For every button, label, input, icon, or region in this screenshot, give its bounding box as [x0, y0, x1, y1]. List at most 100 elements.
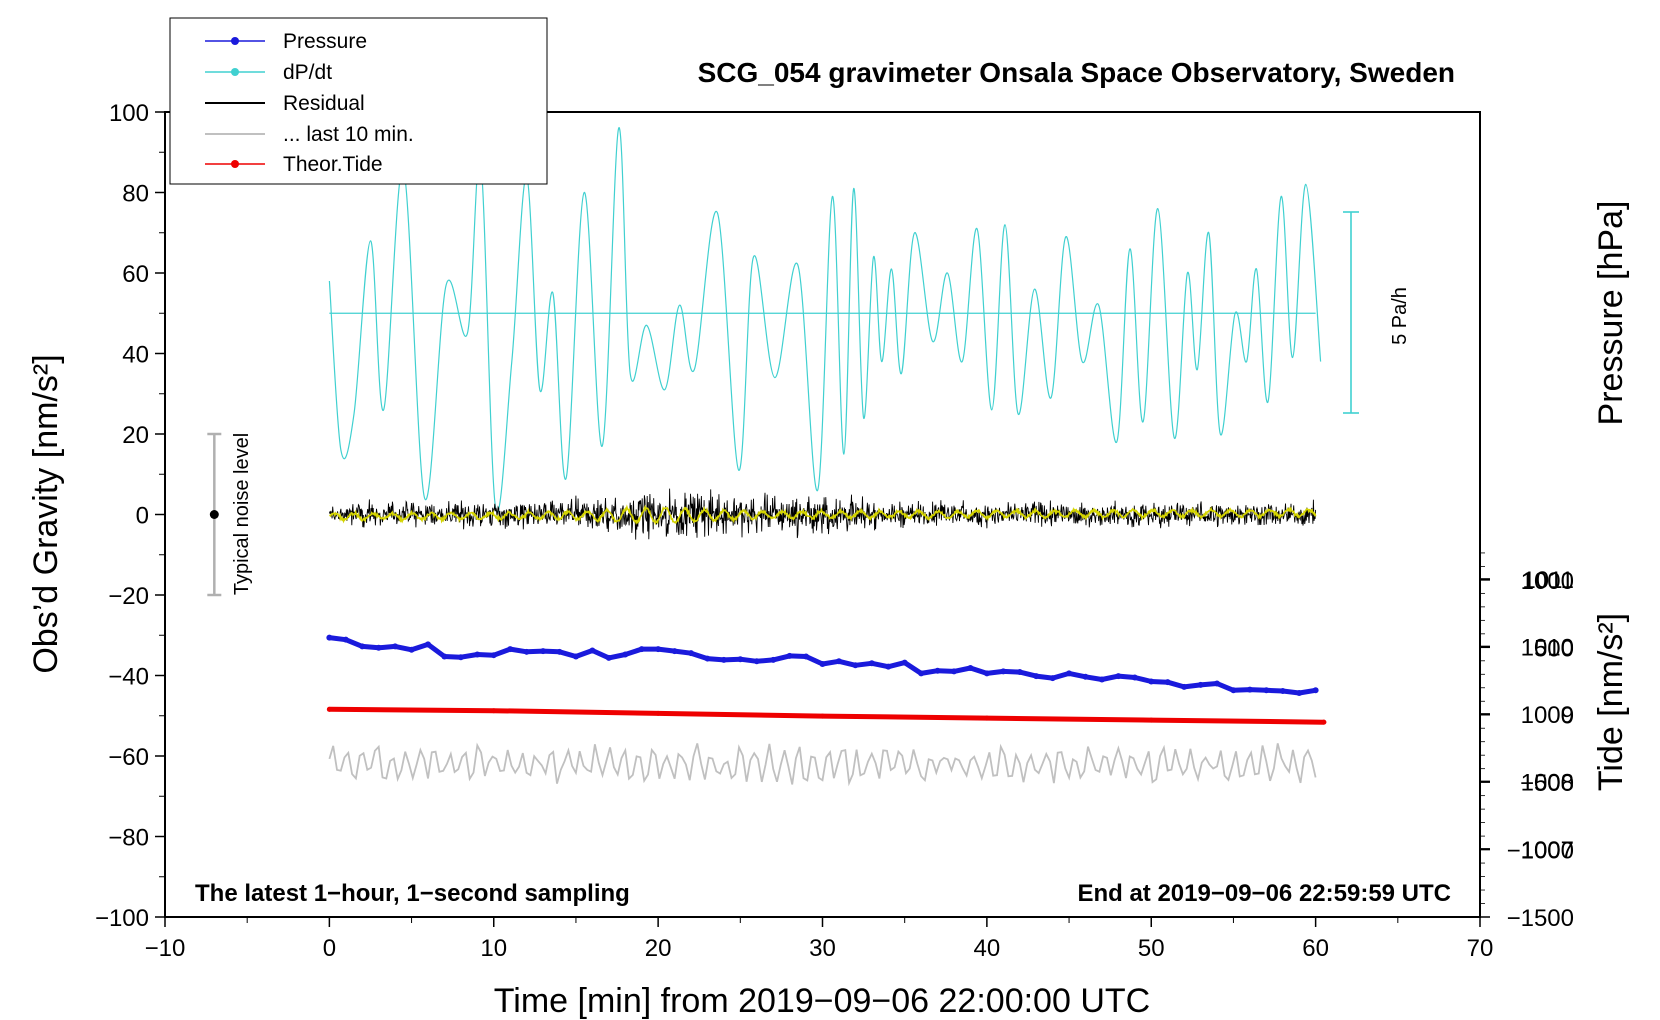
pressure-tick-label: 1010 — [1521, 634, 1574, 661]
pressure-point — [770, 656, 777, 663]
pressure-point — [490, 652, 497, 659]
pressure-point — [441, 653, 448, 660]
y-axis-title: Obs’d Gravity [nm/s²] — [27, 354, 65, 673]
tide-tick-label: −1000 — [1507, 838, 1574, 865]
pressure-point — [540, 648, 547, 655]
legend: Pressure dP/dt Residual ... last 10 min.… — [169, 17, 548, 185]
legend-entry-pressure: Pressure — [205, 30, 367, 53]
pressure-tick-label: 1011 — [1522, 567, 1574, 594]
pressure-point — [392, 643, 399, 650]
pressure-point — [951, 668, 957, 675]
tide-tick-label: −1500 — [1507, 905, 1574, 932]
pressure-point — [737, 656, 744, 663]
pressure-series — [326, 634, 1319, 696]
pressure-point — [934, 667, 941, 674]
noise-level-bar — [207, 432, 222, 597]
legend-entry-dpdt: dP/dt — [205, 61, 332, 84]
y-tick-label: 20 — [122, 422, 149, 449]
pressure-point — [835, 658, 842, 665]
dpdt-series — [328, 127, 1322, 513]
end-time-note: End at 2019−09−06 22:59:59 UTC — [1077, 880, 1451, 907]
pressure-point — [375, 644, 382, 651]
tide-point — [984, 715, 990, 721]
legend-entry-residual: Residual — [205, 92, 365, 115]
pressure-point — [1296, 689, 1303, 696]
pressure-point — [852, 662, 859, 669]
legend-box — [169, 17, 548, 185]
residual-smoothed-line — [329, 504, 1317, 526]
y-tick-label: 60 — [122, 261, 149, 288]
pressure-point — [967, 665, 974, 672]
pressure-point — [408, 646, 415, 653]
y-axis-left: 100 80 60 40 20 0 −20 −40 −60 −80 −100 — [95, 100, 165, 932]
noise-level-label: Typical noise level — [231, 433, 253, 595]
tide-point — [491, 708, 497, 714]
tide-point — [655, 710, 661, 716]
pressure-point — [1033, 673, 1040, 680]
tide-point — [1321, 719, 1327, 725]
pressure-point — [671, 648, 678, 655]
pressure-point — [868, 660, 875, 667]
pressure-point — [1246, 686, 1253, 693]
pressure-point — [1230, 687, 1237, 694]
pressure-point — [901, 659, 908, 666]
pressure-point — [885, 663, 892, 670]
y-tick-label: −20 — [108, 583, 149, 610]
tide-axis-title: Tide [nm/s²] — [1592, 613, 1630, 791]
y-tick-label: −60 — [108, 744, 149, 771]
svg-text:dP/dt: dP/dt — [283, 61, 332, 84]
x-tick-label: 10 — [480, 935, 507, 962]
y-tick-label: 100 — [109, 100, 149, 127]
x-tick-label: 50 — [1138, 935, 1165, 962]
tide-point — [326, 706, 332, 712]
pressure-point — [1214, 680, 1220, 687]
pressure-point — [589, 647, 596, 654]
theoretical-tide-series — [326, 706, 1327, 725]
pressure-point — [1279, 687, 1286, 694]
pressure-point — [1131, 674, 1138, 681]
pressure-tick-label: 1007 — [1521, 837, 1574, 864]
pressure-point — [819, 660, 826, 667]
residual-line — [328, 488, 1317, 540]
pressure-tick-label: 1009 — [1521, 702, 1574, 729]
pressure-point — [342, 636, 349, 643]
x-tick-label: 70 — [1467, 935, 1494, 962]
pressure-point — [326, 634, 333, 641]
x-tick-label: 60 — [1302, 935, 1329, 962]
last-10-min-line — [328, 742, 1317, 787]
pressure-point — [1115, 673, 1122, 680]
chart-title: SCG_054 gravimeter Onsala Space Observat… — [698, 57, 1455, 88]
pressure-point — [1016, 669, 1023, 676]
pressure-point — [622, 651, 629, 658]
tide-point — [820, 713, 825, 719]
y-tick-label: 80 — [122, 181, 149, 208]
pressure-point — [1082, 673, 1089, 680]
tide-tick-label: 1000 — [1521, 568, 1574, 595]
plot-area — [326, 127, 1327, 787]
legend-entry-last-10-min: ... last 10 min. — [205, 123, 414, 146]
svg-text:Pressure: Pressure — [283, 30, 367, 53]
pressure-point — [704, 655, 711, 662]
pressure-point — [507, 646, 514, 653]
pressure-point — [474, 651, 481, 658]
pressure-point — [1148, 678, 1155, 685]
y-tick-label: 0 — [136, 503, 149, 530]
residual-series — [328, 488, 1317, 540]
sampling-note: The latest 1−hour, 1−second sampling — [195, 880, 630, 907]
x-axis: −10 0 10 20 30 40 50 60 70 — [145, 917, 1494, 962]
pressure-point — [457, 654, 464, 661]
x-tick-label: 20 — [645, 935, 672, 962]
pressure-axis-title: Pressure [hPa] — [1592, 201, 1630, 426]
pressure-point — [786, 652, 793, 659]
tide-axis: 1000 500 0 −500 −1000 −1500 — [1480, 552, 1574, 932]
pressure-point — [523, 648, 530, 655]
x-tick-label: −10 — [145, 935, 186, 962]
svg-text:Theor.Tide: Theor.Tide — [283, 153, 383, 176]
pressure-point — [803, 653, 810, 660]
dpdt-line — [328, 127, 1322, 513]
pressure-point — [572, 653, 579, 660]
svg-text:Residual: Residual — [283, 92, 365, 115]
x-tick-label: 40 — [974, 935, 1001, 962]
tide-tick-label: 0 — [1561, 703, 1574, 730]
